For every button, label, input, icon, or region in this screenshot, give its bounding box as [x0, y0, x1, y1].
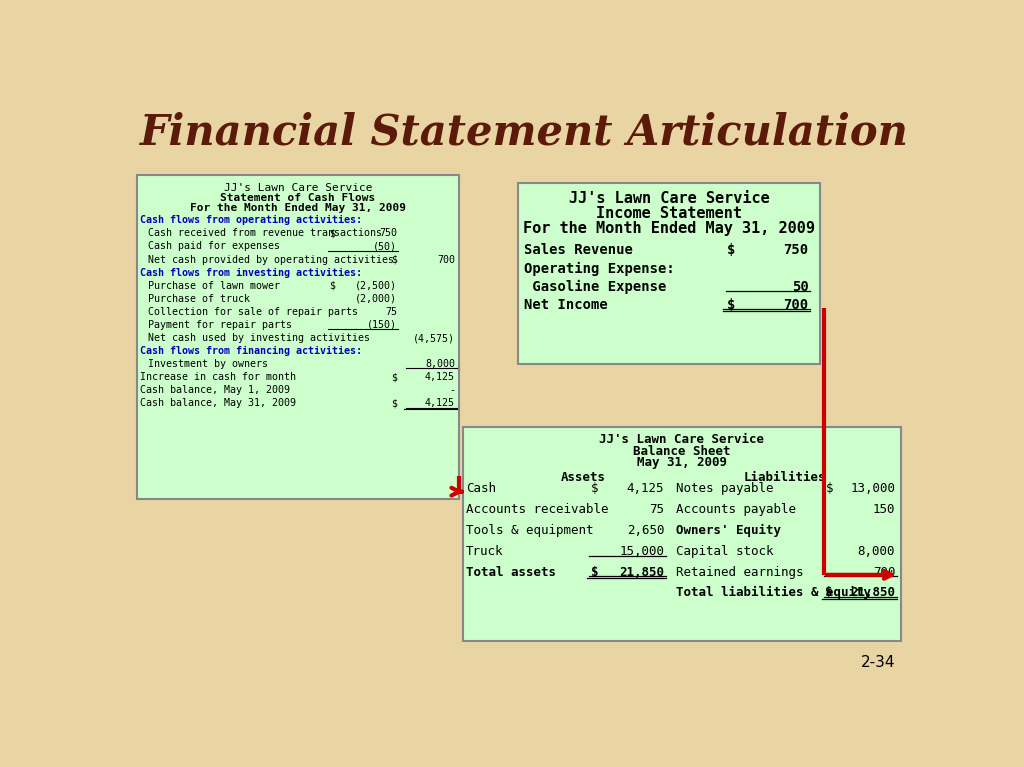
- Text: $: $: [591, 565, 598, 578]
- Text: Statement of Cash Flows: Statement of Cash Flows: [220, 193, 376, 203]
- Text: 8,000: 8,000: [425, 359, 455, 369]
- Text: $: $: [825, 482, 833, 495]
- Text: Sales Revenue: Sales Revenue: [524, 243, 633, 257]
- Text: Liabilities: Liabilities: [743, 471, 825, 484]
- Text: (2,000): (2,000): [355, 294, 397, 304]
- Text: Gasoline Expense: Gasoline Expense: [524, 280, 667, 294]
- Text: 21,850: 21,850: [620, 565, 665, 578]
- Bar: [518, 183, 820, 364]
- Text: Cash paid for expenses: Cash paid for expenses: [148, 242, 281, 252]
- Text: JJ's Lawn Care Service: JJ's Lawn Care Service: [568, 191, 769, 206]
- Text: $: $: [391, 255, 397, 265]
- Text: Tools & equipment: Tools & equipment: [466, 524, 593, 537]
- Text: Retained earnings: Retained earnings: [676, 565, 804, 578]
- Text: 8,000: 8,000: [858, 545, 895, 558]
- Text: Cash received from revenue transactions: Cash received from revenue transactions: [148, 229, 382, 239]
- Text: Net Income: Net Income: [524, 298, 608, 312]
- Text: Notes payable: Notes payable: [676, 482, 773, 495]
- Text: Purchase of lawn mower: Purchase of lawn mower: [148, 281, 281, 291]
- Text: $: $: [391, 399, 397, 409]
- Text: Collection for sale of repair parts: Collection for sale of repair parts: [148, 307, 358, 317]
- Text: Increase in cash for month: Increase in cash for month: [140, 372, 296, 382]
- Text: 50: 50: [792, 280, 809, 294]
- Text: $: $: [591, 482, 598, 495]
- Text: (2,500): (2,500): [355, 281, 397, 291]
- Text: $: $: [727, 298, 735, 312]
- Text: 13,000: 13,000: [850, 482, 895, 495]
- Text: 15,000: 15,000: [620, 545, 665, 558]
- Text: Investment by owners: Investment by owners: [148, 359, 268, 369]
- Text: Income Statement: Income Statement: [596, 206, 742, 221]
- Text: $: $: [330, 229, 336, 239]
- Text: 700: 700: [437, 255, 455, 265]
- Text: $: $: [391, 372, 397, 382]
- Text: 750: 750: [379, 229, 397, 239]
- Text: 75: 75: [649, 503, 665, 516]
- Text: $: $: [727, 243, 735, 257]
- Text: 700: 700: [783, 298, 809, 312]
- Text: Cash flows from investing activities:: Cash flows from investing activities:: [140, 268, 362, 278]
- Text: -: -: [450, 385, 455, 396]
- Bar: [463, 427, 901, 641]
- Text: 4,125: 4,125: [425, 399, 455, 409]
- Text: 150: 150: [872, 503, 895, 516]
- Text: 2-34: 2-34: [861, 654, 895, 670]
- Text: 700: 700: [872, 565, 895, 578]
- Text: Net cash provided by operating activities: Net cash provided by operating activitie…: [148, 255, 394, 265]
- Text: Net cash used by investing activities: Net cash used by investing activities: [148, 333, 370, 343]
- Text: 75: 75: [385, 307, 397, 317]
- Text: $: $: [825, 587, 833, 599]
- Text: Cash flows from financing activities:: Cash flows from financing activities:: [140, 346, 362, 356]
- Text: Truck: Truck: [466, 545, 504, 558]
- Text: Operating Expense:: Operating Expense:: [524, 262, 675, 275]
- Text: Financial Statement Articulation: Financial Statement Articulation: [140, 111, 909, 153]
- Text: 2,650: 2,650: [627, 524, 665, 537]
- Text: Cash flows from operating activities:: Cash flows from operating activities:: [140, 216, 362, 225]
- Text: $: $: [330, 281, 336, 291]
- Text: (4,575): (4,575): [413, 333, 455, 343]
- Bar: [137, 175, 459, 499]
- Text: 4,125: 4,125: [425, 372, 455, 382]
- Text: 4,125: 4,125: [627, 482, 665, 495]
- Text: Accounts receivable: Accounts receivable: [466, 503, 608, 516]
- Text: Balance Sheet: Balance Sheet: [633, 445, 730, 458]
- Text: Cash: Cash: [466, 482, 496, 495]
- Text: For the Month Ended May 31, 2009: For the Month Ended May 31, 2009: [190, 203, 407, 213]
- Text: Assets: Assets: [560, 471, 605, 484]
- Text: Purchase of truck: Purchase of truck: [148, 294, 250, 304]
- Text: May 31, 2009: May 31, 2009: [637, 456, 727, 469]
- Text: Accounts payable: Accounts payable: [676, 503, 796, 516]
- Text: Total assets: Total assets: [466, 565, 556, 578]
- Text: Total liabilities & equity: Total liabilities & equity: [676, 587, 871, 600]
- Text: (150): (150): [367, 320, 397, 330]
- Text: Capital stock: Capital stock: [676, 545, 773, 558]
- Text: Owners' Equity: Owners' Equity: [676, 524, 781, 537]
- Text: 750: 750: [783, 243, 809, 257]
- Text: Payment for repair parts: Payment for repair parts: [148, 320, 292, 330]
- Text: JJ's Lawn Care Service: JJ's Lawn Care Service: [599, 433, 764, 446]
- Text: Cash balance, May 1, 2009: Cash balance, May 1, 2009: [140, 385, 291, 396]
- Text: (50): (50): [373, 242, 397, 252]
- Text: JJ's Lawn Care Service: JJ's Lawn Care Service: [224, 183, 373, 193]
- Text: 21,850: 21,850: [850, 587, 895, 599]
- Text: For the Month Ended May 31, 2009: For the Month Ended May 31, 2009: [523, 222, 815, 236]
- Text: Cash balance, May 31, 2009: Cash balance, May 31, 2009: [140, 399, 296, 409]
